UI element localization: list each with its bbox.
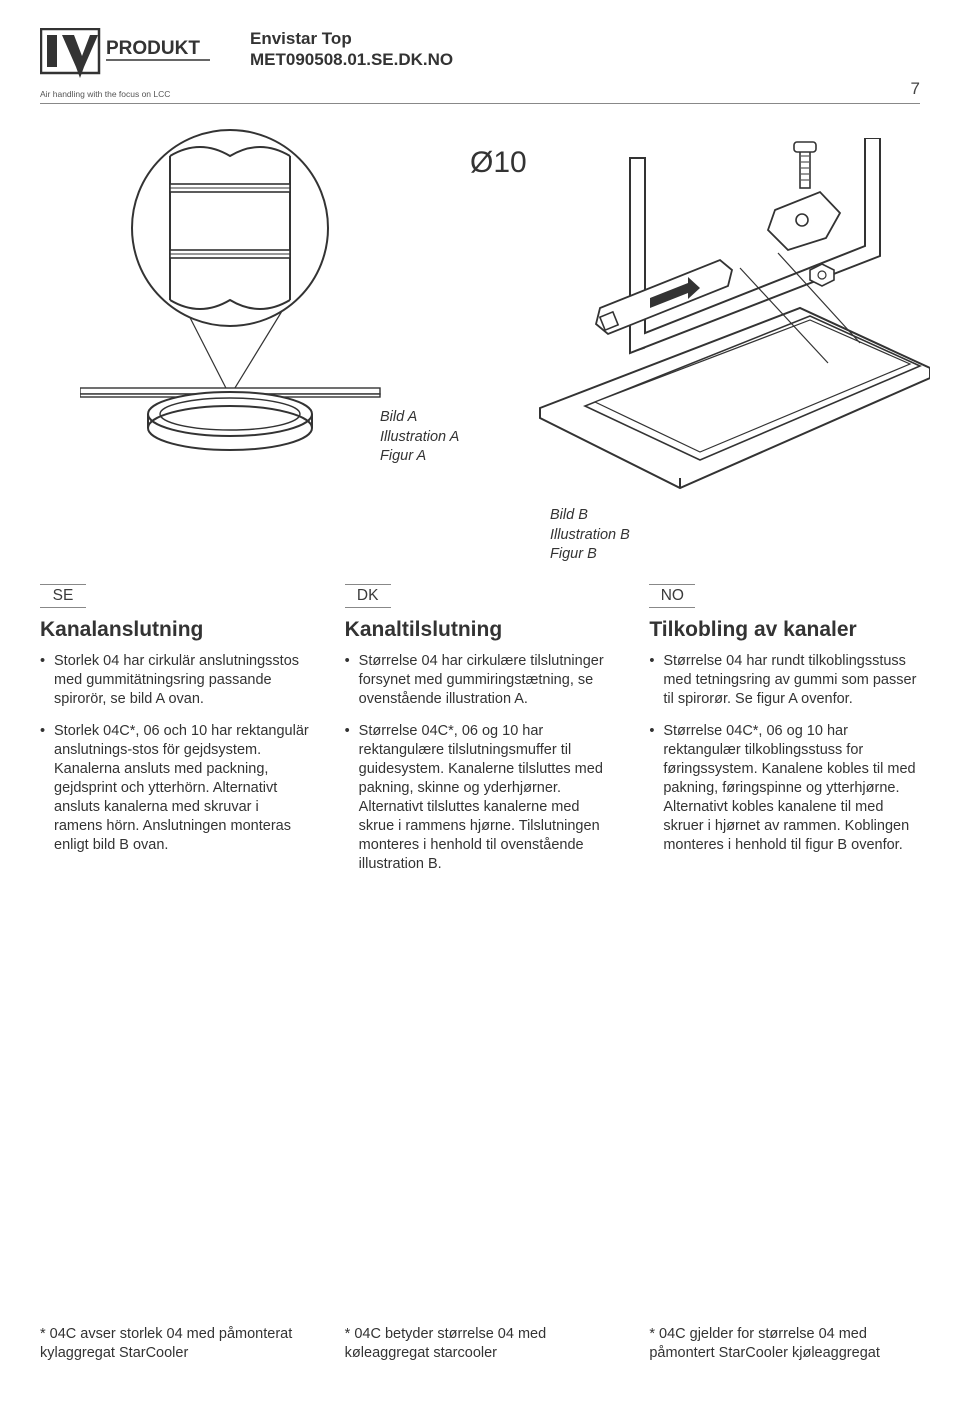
title-line-1: Envistar Top [250, 28, 453, 49]
figure-b-caption: Bild B Illustration B Figur B [550, 506, 630, 565]
list-item: Størrelse 04 har cirkulære tilslutninger… [345, 652, 616, 709]
list-item: Størrelse 04 har rundt tilkoblingsstuss … [649, 652, 920, 709]
list-item: Storlek 04C*, 06 och 10 har rektangulär … [40, 722, 311, 856]
page-header: PRODUKT Air handling with the focus on L… [40, 28, 920, 104]
fig-b-line2: Illustration B [550, 526, 630, 546]
figure-a: Bild A Illustration A Figur A [80, 128, 460, 483]
heading-no: Tilkobling av kanaler [649, 618, 920, 642]
figures-area: Ø10 [40, 128, 920, 558]
fig-a-line1: Bild A [380, 408, 459, 428]
fig-a-line2: Illustration A [380, 428, 459, 448]
svg-text:PRODUKT: PRODUKT [106, 38, 200, 59]
list-item: Størrelse 04C*, 06 og 10 har rektangulær… [649, 722, 920, 856]
iv-produkt-logo: PRODUKT [40, 28, 210, 82]
figure-a-caption: Bild A Illustration A Figur A [380, 408, 459, 467]
footnote-se: * 04C avser storlek 04 med påmonterat ky… [40, 1325, 311, 1363]
footnotes: * 04C avser storlek 04 med påmonterat ky… [40, 1325, 920, 1363]
column-dk: DK Kanaltilslutning Størrelse 04 har cir… [345, 584, 616, 887]
list-item: Storlek 04 har cirkulär anslutningsstos … [40, 652, 311, 709]
page-number: 7 [911, 79, 920, 99]
lang-label-no: NO [649, 584, 695, 608]
column-no: NO Tilkobling av kanaler Størrelse 04 ha… [649, 584, 920, 887]
lang-label-se: SE [40, 584, 86, 608]
document-title: Envistar Top MET090508.01.SE.DK.NO [250, 28, 453, 71]
list-no: Størrelse 04 har rundt tilkoblingsstuss … [649, 652, 920, 855]
lang-label-dk: DK [345, 584, 391, 608]
column-se: SE Kanalanslutning Storlek 04 har cirkul… [40, 584, 311, 887]
fig-b-line1: Bild B [550, 506, 630, 526]
list-se: Storlek 04 har cirkulär anslutningsstos … [40, 652, 311, 855]
heading-dk: Kanaltilslutning [345, 618, 616, 642]
footnote-dk: * 04C betyder størrelse 04 med køleaggre… [345, 1325, 616, 1363]
title-line-2: MET090508.01.SE.DK.NO [250, 49, 453, 70]
list-dk: Størrelse 04 har cirkulære tilslutninger… [345, 652, 616, 874]
footnote-no: * 04C gjelder for størrelse 04 med påmon… [649, 1325, 920, 1363]
logo-tagline: Air handling with the focus on LCC [40, 89, 250, 99]
fig-a-line3: Figur A [380, 447, 459, 467]
figure-b: Bild B Illustration B Figur B [510, 138, 930, 513]
list-item: Størrelse 04C*, 06 og 10 har rektangulær… [345, 722, 616, 875]
figure-b-illustration [510, 138, 930, 508]
heading-se: Kanalanslutning [40, 618, 311, 642]
logo-block: PRODUKT Air handling with the focus on L… [40, 28, 250, 99]
text-columns: SE Kanalanslutning Storlek 04 har cirkul… [40, 584, 920, 887]
fig-b-line3: Figur B [550, 545, 630, 565]
